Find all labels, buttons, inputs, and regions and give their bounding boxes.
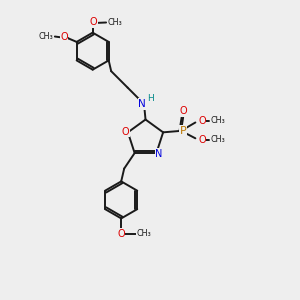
- Text: N: N: [155, 148, 163, 159]
- Text: O: O: [117, 229, 125, 239]
- Text: O: O: [198, 116, 206, 126]
- Text: CH₃: CH₃: [38, 32, 53, 41]
- Text: O: O: [198, 135, 206, 145]
- Text: N: N: [138, 99, 146, 109]
- Text: O: O: [60, 32, 68, 41]
- Text: CH₃: CH₃: [210, 116, 225, 125]
- Text: P: P: [180, 126, 187, 136]
- Text: CH₃: CH₃: [136, 230, 151, 238]
- Text: CH₃: CH₃: [107, 18, 122, 27]
- Text: O: O: [179, 106, 187, 116]
- Text: O: O: [89, 17, 97, 28]
- Text: H: H: [147, 94, 154, 103]
- Text: O: O: [122, 127, 129, 137]
- Text: CH₃: CH₃: [210, 135, 225, 144]
